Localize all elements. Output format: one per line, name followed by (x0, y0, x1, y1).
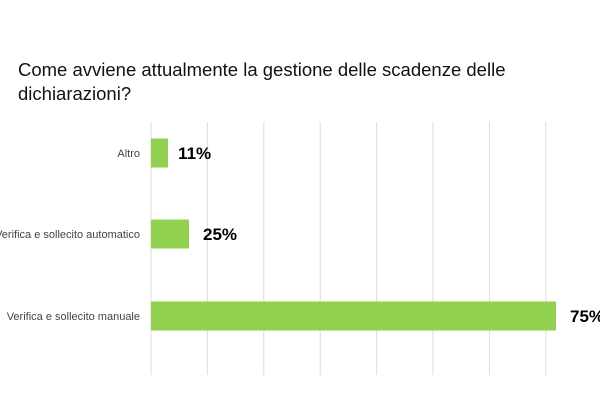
value-label: 25% (203, 225, 237, 244)
category-label: Verifica e sollecito manuale (7, 311, 140, 323)
bar (151, 138, 169, 168)
category-label: Verifica e sollecito automatico (0, 229, 140, 241)
category-label: Altro (117, 148, 140, 160)
bar (151, 219, 189, 249)
bar (151, 301, 556, 331)
value-label: 11% (178, 144, 211, 163)
chart-title: Come avviene attualmente la gestione del… (18, 59, 506, 104)
value-label: 75% (570, 307, 600, 326)
